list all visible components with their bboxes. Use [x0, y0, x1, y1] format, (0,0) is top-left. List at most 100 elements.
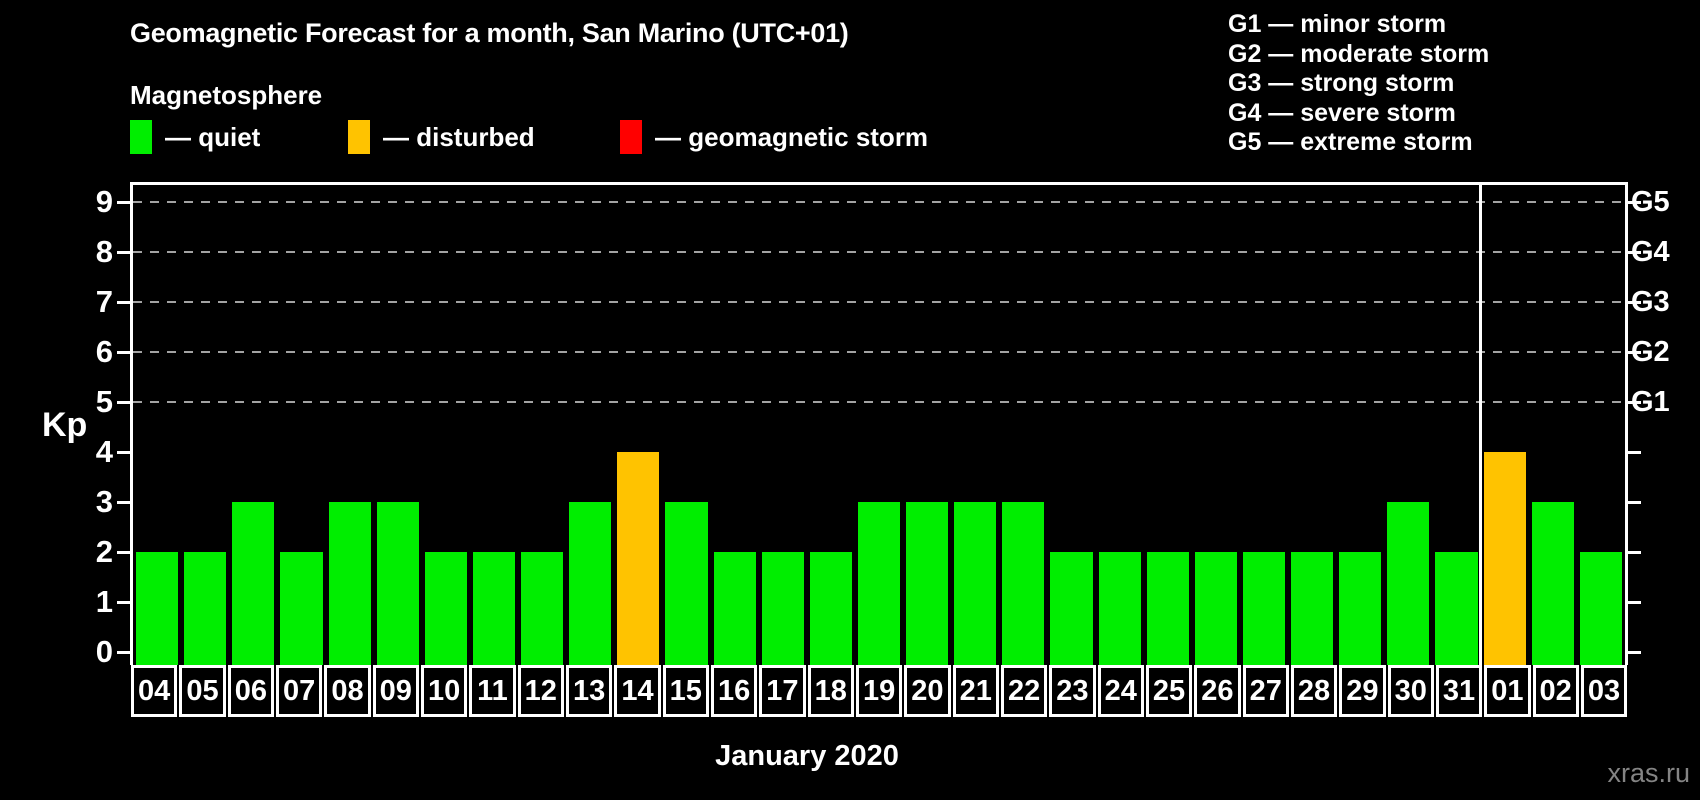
y-axis-tick-label: 1 [95, 584, 113, 619]
y-axis-tick-left [117, 401, 130, 404]
y-axis-tick-left [117, 651, 130, 654]
day-label-cell: 05 [179, 665, 226, 717]
kp-bar [954, 502, 997, 665]
day-label-cell: 19 [855, 665, 903, 717]
y-axis-tick-left [117, 451, 130, 454]
y-axis-tick-label: 2 [95, 534, 113, 569]
kp-bar [1291, 552, 1334, 665]
kp-bar [184, 552, 227, 665]
kp-bar [1339, 552, 1382, 665]
kp-bar [1050, 552, 1093, 665]
g-scale-legend-line-g3: G3 — strong storm [1228, 69, 1455, 97]
day-label-cell: 12 [517, 665, 564, 717]
g-scale-tick-label: G5 [1631, 186, 1670, 218]
day-label-cell: 16 [710, 665, 758, 717]
y-axis-tick-label: 9 [95, 184, 113, 219]
y-axis-tick-right [1628, 201, 1641, 204]
y-axis-tick-left [117, 551, 130, 554]
g-scale-tick-label: G4 [1631, 236, 1670, 268]
kp-bar [1194, 552, 1237, 665]
y-axis-tick-left [117, 301, 130, 304]
day-label-cell: 21 [952, 665, 999, 717]
y-axis-tick-right [1628, 651, 1641, 654]
quiet-color-swatch [130, 120, 152, 154]
legend-item-quiet: — quiet [130, 120, 260, 154]
day-label-cell: 06 [227, 665, 274, 717]
day-label-cell: 28 [1290, 665, 1338, 717]
day-label-cell: 03 [1580, 665, 1628, 717]
g-scale-legend-line-g2: G2 — moderate storm [1228, 39, 1490, 68]
day-label-cell: 04 [131, 665, 178, 717]
watermark: xras.ru [1607, 758, 1690, 788]
g-scale-legend-line-g5: G5 — extreme storm [1228, 128, 1473, 156]
kp-bar [761, 552, 804, 665]
kp-bar [328, 502, 371, 665]
g-scale-tick-label: G2 [1631, 336, 1670, 368]
gridline-dashed [133, 401, 1625, 403]
month-boundary-line [1479, 185, 1483, 665]
day-label-cell: 08 [324, 665, 371, 717]
y-axis-tick-left [117, 201, 130, 204]
day-label-cell: 13 [565, 665, 613, 717]
y-axis-tick-right [1628, 501, 1641, 504]
kp-bar [280, 552, 323, 665]
day-label-cell: 15 [662, 665, 709, 717]
day-label-cell: 22 [1000, 665, 1048, 717]
day-label-cell: 09 [372, 665, 419, 717]
kp-bar [424, 552, 467, 665]
day-label-cell: 02 [1532, 665, 1579, 717]
legend-label-storm: — geomagnetic storm [655, 121, 929, 152]
kp-bar [809, 552, 852, 665]
y-axis-tick-right [1628, 351, 1641, 354]
kp-bar [1242, 552, 1286, 665]
g-scale-tick-label: G3 [1631, 286, 1670, 318]
day-label-cell: 25 [1145, 665, 1193, 717]
kp-bar [1146, 552, 1189, 665]
y-axis-tick-right [1628, 251, 1641, 254]
y-axis-tick-left [117, 501, 130, 504]
legend-label-quiet: — quiet [165, 121, 261, 152]
gridline-dashed [133, 201, 1625, 203]
plot-area: 0 1 2 3 4 5 6 7 8 9 G1 G2 G3 G4 G5 [96, 182, 1670, 669]
day-label-cell: 20 [904, 665, 951, 717]
kp-bar [1579, 552, 1622, 665]
kp-bar [665, 502, 708, 665]
day-label-cell: 17 [759, 665, 806, 717]
y-axis-tick-left [117, 251, 130, 254]
x-axis-title: January 2020 [715, 740, 899, 772]
day-label-cell: 26 [1194, 665, 1241, 717]
day-label-cell: 01 [1484, 665, 1531, 717]
day-label-cell: 31 [1435, 665, 1483, 717]
kp-bar [521, 552, 564, 665]
day-label-cell: 11 [469, 665, 516, 717]
day-label-cell: 10 [420, 665, 468, 717]
day-label-cell: 18 [807, 665, 854, 717]
y-axis-tick-left [117, 351, 130, 354]
day-label-cell: 14 [614, 665, 661, 717]
magnetosphere-label: Magnetosphere [130, 80, 323, 110]
y-axis-tick-label: 0 [95, 634, 113, 669]
y-axis-tick-label: 8 [95, 234, 113, 269]
g-scale-legend-line-g1: G1 — minor storm [1228, 10, 1447, 38]
y-axis-tick-right [1628, 451, 1641, 454]
y-axis-tick-right [1628, 551, 1641, 554]
kp-bar [857, 502, 901, 665]
kp-bar [1531, 502, 1574, 665]
disturbed-color-swatch [348, 120, 370, 154]
y-axis-tick-right [1628, 601, 1641, 604]
gridline-dashed [133, 301, 1625, 303]
kp-bar [472, 552, 516, 665]
y-axis-tick-right [1628, 401, 1641, 404]
kp-bar [1002, 502, 1045, 665]
kp-bar [136, 552, 179, 665]
kp-bar [1387, 502, 1430, 665]
kp-bar [1098, 552, 1141, 665]
y-axis-tick-label: 4 [95, 434, 113, 469]
y-axis-tick-left [117, 601, 130, 604]
legend-label-disturbed: — disturbed [383, 121, 535, 152]
y-axis-tick-label: 3 [95, 484, 113, 519]
legend-item-storm: — geomagnetic storm [620, 120, 928, 154]
y-axis-tick-right [1628, 301, 1641, 304]
day-label-cell: 07 [275, 665, 323, 717]
kp-bar [1435, 552, 1478, 665]
